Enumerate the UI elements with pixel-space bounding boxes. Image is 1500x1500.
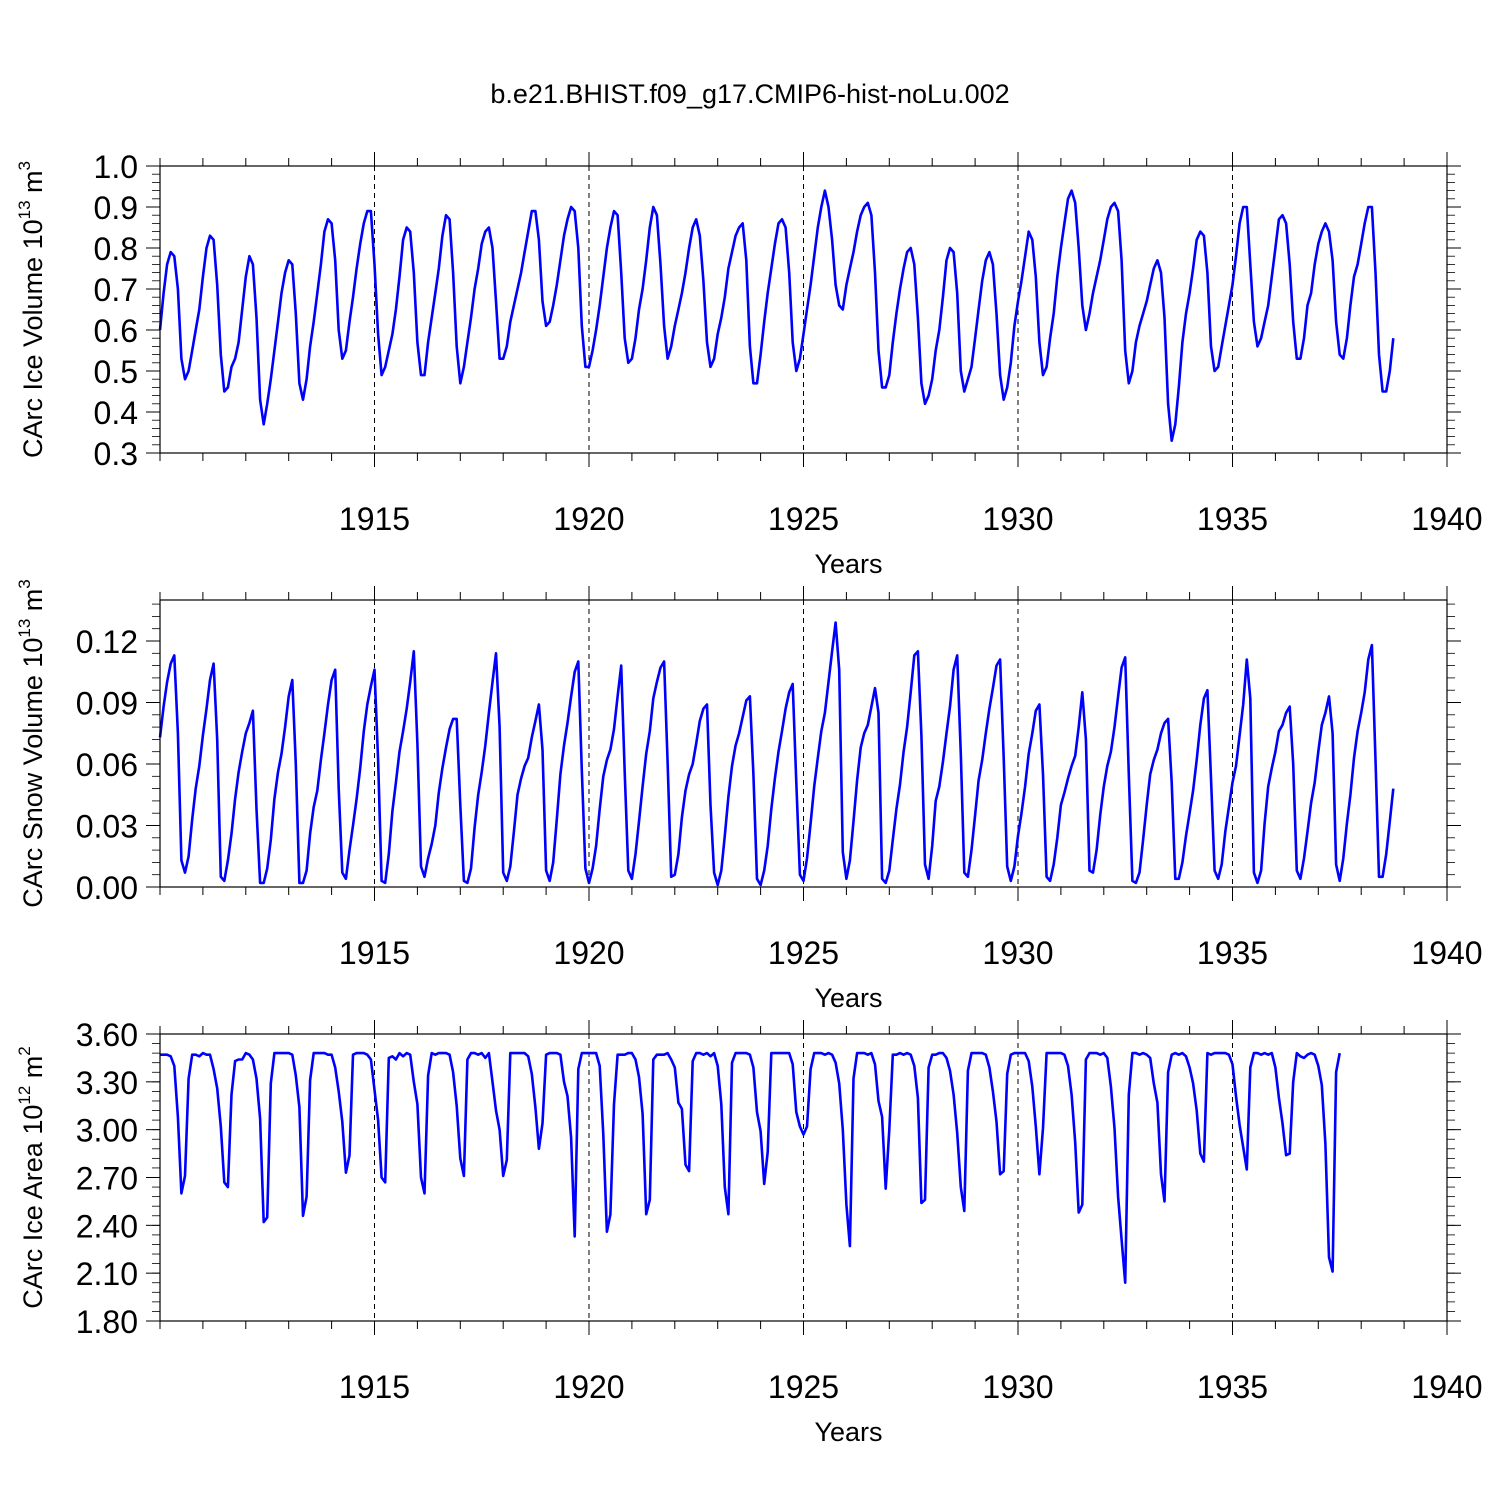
ice-area-y-tick-label: 1.80 [76, 1304, 138, 1340]
ice-area-plot-frame [159, 1033, 1448, 1322]
ice-area-x-tick-label: 1930 [982, 1369, 1053, 1405]
ice-area-x-axis-label: Years [814, 1417, 882, 1447]
ice-area-y-tick-label: 2.40 [76, 1208, 138, 1244]
ice-area-x-tick-label: 1940 [1411, 1369, 1482, 1405]
ice-volume-y-tick-label: 0.3 [94, 436, 138, 472]
ice-area-y-tick-label: 3.00 [76, 1113, 138, 1149]
snow-volume-x-tick-label: 1930 [982, 935, 1053, 971]
ice-volume-y-axis-label-main: CArc Ice Volume 10 [18, 219, 48, 458]
ice-volume-y-axis-label-unit: m [18, 170, 48, 200]
ice-volume-y-tick-label: 1.0 [94, 149, 138, 185]
ice-area-panel: 1915 1920 1925 1930 1935 1940 1.80 2.10 2.40 2.70… [15, 1017, 1483, 1447]
ice-volume-y-tick-label: 0.9 [94, 190, 138, 226]
ice-area-y-axis-label-unit: m [18, 1056, 48, 1086]
ice-volume-x-tick-label: 1935 [1197, 501, 1268, 537]
ice-area-x-tick-label: 1915 [339, 1369, 410, 1405]
snow-volume-x-tick-label: 1925 [768, 935, 839, 971]
snow-volume-y-tick-label: 0.06 [76, 747, 138, 783]
snow-volume-x-tick-label: 1920 [553, 935, 624, 971]
ice-volume-y-tick-label: 0.7 [94, 272, 138, 308]
ice-area-y-axis-label-main: CArc Ice Area 10 [18, 1105, 48, 1309]
snow-volume-y-axis-label-unit-exponent: 3 [15, 579, 34, 588]
ice-volume-series-line [158, 189, 1395, 443]
ice-area-x-tick-label: 1925 [768, 1369, 839, 1405]
ice-volume-y-tick-label: 0.6 [94, 313, 138, 349]
ice-volume-x-axis-label: Years [814, 549, 882, 579]
snow-volume-y-tick-label: 0.03 [76, 809, 138, 845]
snow-volume-plot-frame [159, 599, 1448, 888]
snow-volume-series-line [158, 621, 1395, 887]
ice-area-y-axis-label-exponent: 12 [15, 1086, 34, 1105]
ice-area-y-tick-label: 3.30 [76, 1065, 138, 1101]
ice-volume-y-axis-label-unit-exponent: 3 [15, 161, 34, 170]
snow-volume-y-tick-label: 0.00 [76, 870, 138, 906]
ice-volume-y-axis-label: CArc Ice Volume 1013 m3 [15, 161, 48, 458]
ice-area-series-line [160, 1051, 1341, 1284]
snow-volume-x-tick-label: 1940 [1411, 935, 1482, 971]
snow-volume-x-tick-label: 1915 [339, 935, 410, 971]
ice-area-y-tick-label: 3.60 [76, 1017, 138, 1053]
snow-volume-y-tick-label: 0.09 [76, 686, 138, 722]
ice-volume-y-tick-label: 0.5 [94, 354, 138, 390]
ice-area-y-axis-label-unit-exponent: 2 [15, 1046, 34, 1055]
snow-volume-x-axis-label: Years [814, 983, 882, 1013]
snow-volume-y-tick-label: 0.12 [76, 624, 138, 660]
snow-volume-y-axis-label-main: CArc Snow Volume 10 [18, 638, 48, 908]
ice-area-x-tick-label: 1935 [1197, 1369, 1268, 1405]
ice-area-y-tick-label: 2.10 [76, 1256, 138, 1292]
ice-volume-y-axis-label-exponent: 13 [15, 200, 34, 219]
snow-volume-y-axis-label: CArc Snow Volume 1013 m3 [15, 579, 48, 908]
ice-volume-x-tick-label: 1920 [553, 501, 624, 537]
ice-area-y-axis-label: CArc Ice Area 1012 m2 [15, 1046, 48, 1309]
ice-volume-x-tick-label: 1940 [1411, 501, 1482, 537]
ice-volume-y-tick-label: 0.4 [94, 395, 138, 431]
figure-title: b.e21.BHIST.f09_g17.CMIP6-hist-noLu.002 [490, 79, 1009, 109]
ice-volume-panel: 1915 1920 1925 1930 1935 1940 0.3 0.4 0.5 0.6 0.7 0… [15, 149, 1483, 579]
ice-volume-y-tick-label: 0.8 [94, 231, 138, 267]
snow-volume-y-axis-label-exponent: 13 [15, 619, 34, 638]
snow-volume-y-axis-label-unit: m [18, 589, 48, 619]
ice-area-y-tick-label: 2.70 [76, 1161, 138, 1197]
ice-volume-plot-frame [159, 165, 1448, 454]
ice-volume-x-tick-label: 1925 [768, 501, 839, 537]
snow-volume-x-tick-label: 1935 [1197, 935, 1268, 971]
snow-volume-panel: 1915 1920 1925 1930 1935 1940 0.00 0.03 0.06 0.09… [15, 579, 1483, 1013]
ice-volume-x-tick-label: 1915 [339, 501, 410, 537]
ice-area-x-tick-label: 1920 [553, 1369, 624, 1405]
ice-volume-x-tick-label: 1930 [982, 501, 1053, 537]
